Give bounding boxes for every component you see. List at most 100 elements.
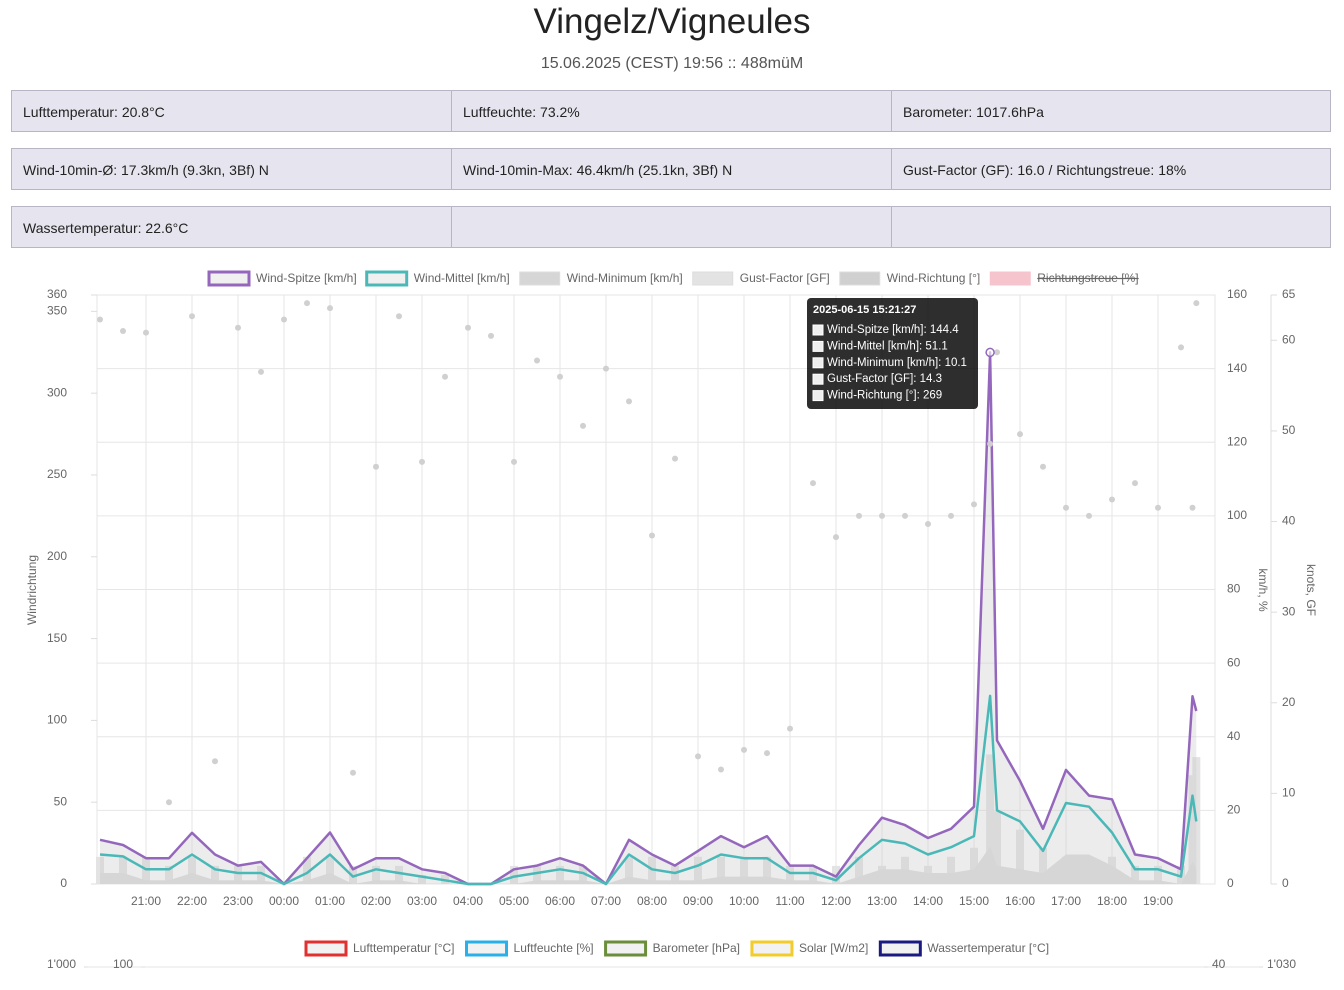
gust-bar: [671, 865, 679, 884]
direction-point: [764, 750, 770, 757]
legend-swatch: [304, 940, 348, 957]
direction-point: [994, 349, 1000, 356]
tooltip-line: Wind-Minimum [km/h]: 10.1: [827, 357, 967, 369]
y3-tick-label: 60: [1282, 332, 1296, 346]
legend-label: Lufttemperatur [°C]: [353, 941, 455, 955]
y-tick-label: 50: [54, 794, 68, 808]
tooltip-line: Gust-Factor [GF]: 14.3: [827, 373, 942, 385]
legend-swatch: [465, 940, 509, 957]
y2-tick-label: 100: [1227, 508, 1247, 522]
direction-point: [143, 329, 149, 336]
direction-point: [1132, 480, 1138, 487]
info-cell: Wind-10min-Ø: 17.3km/h (9.3kn, 3Bf) N: [11, 148, 452, 190]
tooltip-swatch: [812, 340, 824, 352]
direction-point: [879, 512, 885, 519]
legend-label: Richtungstreue [%]: [1037, 271, 1138, 285]
x-tick-label: 03:00: [407, 894, 437, 908]
direction-point: [350, 769, 356, 776]
tooltip-title: 2025-06-15 15:21:27: [813, 304, 916, 316]
x-tick-label: 19:00: [1143, 894, 1173, 908]
gust-bar: [855, 856, 863, 884]
y-tick-label: 250: [47, 467, 67, 481]
direction-point: [649, 532, 655, 539]
x-tick-label: 18:00: [1097, 894, 1127, 908]
direction-point: [281, 316, 287, 323]
legend-label: Wind-Richtung [°]: [887, 271, 981, 285]
info-cell: Wind-10min-Max: 46.4km/h (25.1kn, 3Bf) N: [451, 148, 892, 190]
direction-point: [373, 463, 379, 470]
y-tick-label: 350: [47, 304, 67, 318]
direction-point: [856, 512, 862, 519]
legend-label: Barometer [hPa]: [653, 941, 740, 955]
gust-bar: [119, 856, 127, 884]
x-tick-label: 04:00: [453, 894, 483, 908]
gust-bar: [165, 865, 173, 884]
hover-point: [985, 347, 995, 358]
legend-label: Luftfeuchte [%]: [514, 941, 594, 955]
tooltip-line: Wind-Spitze [km/h]: 144.4: [827, 324, 959, 336]
info-cell: Wassertemperatur: 22.6°C: [11, 206, 452, 248]
gust-bar: [1039, 847, 1047, 884]
direction-point: [787, 725, 793, 732]
direction-point: [235, 324, 241, 331]
gust-bar: [786, 865, 794, 884]
direction-point: [1193, 300, 1200, 307]
legend-swatch: [750, 940, 794, 957]
gust-bar: [418, 874, 426, 884]
tooltip-box: [807, 298, 978, 409]
series-line: [99, 694, 1198, 886]
y-tick-label: 150: [47, 631, 67, 645]
direction-point: [1178, 344, 1184, 351]
x-tick-label: 10:00: [729, 894, 759, 908]
direction-point: [97, 316, 103, 323]
y-tick-label: 200: [47, 549, 67, 563]
gust-bar: [234, 865, 242, 884]
y-tick-label: 0: [60, 876, 67, 890]
y2-tick-label: 160: [1227, 287, 1247, 301]
legend-label: Solar [W/m2]: [799, 941, 868, 955]
legend-swatch: [519, 271, 561, 286]
direction-point: [1189, 504, 1196, 511]
gust-bar: [579, 865, 587, 884]
direction-point: [948, 512, 954, 519]
direction-point: [1063, 504, 1069, 511]
tooltip-line: Wind-Mittel [km/h]: 51.1: [827, 340, 948, 352]
info-cell: [891, 206, 1331, 248]
series-line: [99, 351, 1198, 886]
x-tick-label: 16:00: [1005, 894, 1035, 908]
tooltip-swatch: [812, 357, 824, 369]
legend-swatch: [878, 940, 922, 957]
x-tick-label: 13:00: [867, 894, 897, 908]
direction-point: [987, 440, 994, 447]
direction-point: [557, 373, 563, 380]
direction-point: [465, 324, 471, 331]
x-tick-label: 06:00: [545, 894, 575, 908]
x-tick-label: 05:00: [499, 894, 529, 908]
gust-bar: [947, 856, 955, 884]
gust-bar: [510, 865, 518, 884]
x-tick-label: 02:00: [361, 894, 391, 908]
y-tick-label: 360: [47, 287, 67, 301]
legend-label: Gust-Factor [GF]: [740, 271, 830, 285]
y3-tick-label: 30: [1282, 604, 1296, 618]
direction-point: [833, 534, 839, 541]
direction-point: [511, 458, 517, 465]
legend-swatch: [692, 271, 734, 286]
y-tick-label: 100: [47, 713, 67, 727]
tooltip-line: Wind-Richtung [°]: 269: [827, 390, 942, 402]
x-tick-label: 09:00: [683, 894, 713, 908]
direction-point: [396, 313, 402, 320]
y3-tick-label: 0: [1282, 876, 1289, 890]
station-title: Vingelz/Vigneules: [533, 2, 811, 41]
direction-point: [695, 753, 701, 760]
direction-point: [534, 357, 540, 364]
direction-point: [258, 368, 264, 375]
direction-point: [741, 746, 747, 753]
gust-bar: [556, 865, 564, 884]
gust-bar: [303, 856, 311, 884]
gust-bar: [993, 811, 1001, 884]
y2-axis-label: km/h, %: [1256, 568, 1270, 612]
y2-tick-label: 0: [1227, 876, 1234, 890]
